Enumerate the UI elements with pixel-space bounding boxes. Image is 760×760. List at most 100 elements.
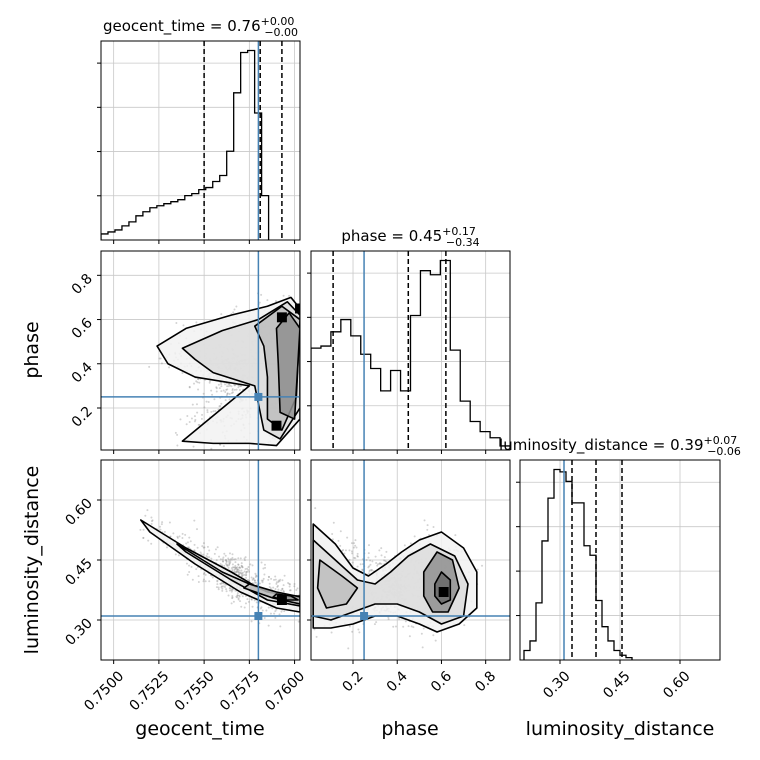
scatter-point (233, 384, 236, 387)
scatter-point (226, 564, 229, 567)
scatter-point (198, 381, 201, 384)
scatter-point (191, 578, 194, 581)
scatter-point (175, 321, 178, 324)
scatter-point (247, 569, 250, 572)
scatter-point (195, 403, 198, 406)
scatter-point (221, 581, 224, 584)
y-axis-label-luminosity_distance: luminosity_distance (21, 466, 43, 655)
x-tick-label: 0.7525 (127, 668, 173, 714)
scatter-point (378, 549, 381, 552)
scatter-point (283, 574, 286, 577)
scatter-point (231, 389, 234, 392)
axes-frame (100, 250, 301, 451)
scatter-point (245, 576, 248, 579)
scatter-point (188, 386, 191, 389)
scatter-point (392, 625, 395, 628)
scatter-point (203, 572, 206, 575)
scatter-point (204, 580, 207, 583)
scatter-point (331, 538, 334, 541)
scatter-point (226, 563, 229, 566)
truth-marker (254, 392, 263, 401)
truth-marker (360, 612, 369, 620)
scatter-point (356, 554, 359, 557)
scatter-point (222, 556, 225, 559)
scatter-point (142, 536, 145, 539)
scatter-point (220, 390, 223, 393)
scatter-point (288, 585, 291, 588)
scatter-point (221, 560, 224, 563)
scatter-point (282, 590, 285, 593)
scatter-point (192, 445, 195, 448)
scatter-point (253, 581, 256, 584)
contour-level (275, 312, 300, 420)
scatter-point (434, 639, 437, 642)
scatter-point (348, 625, 351, 628)
scatter-point (361, 569, 364, 572)
scatter-point (235, 305, 238, 308)
scatter-point (420, 632, 423, 635)
dense-bin (271, 420, 282, 431)
scatter-point (255, 574, 258, 577)
scatter-point (222, 582, 225, 585)
scatter-point (188, 570, 191, 573)
scatter-point (426, 528, 429, 531)
scatter-point (230, 392, 233, 395)
scatter-point (351, 552, 354, 555)
scatter-point (282, 589, 285, 592)
axes-frame (310, 250, 511, 451)
scatter-point (163, 530, 166, 533)
scatter-point (250, 598, 253, 601)
scatter-point (234, 589, 237, 592)
scatter-point (216, 546, 219, 549)
scatter-point (227, 594, 230, 597)
scatter-point (202, 578, 205, 581)
scatter-point (208, 549, 211, 552)
scatter-point (245, 573, 248, 576)
scatter-point (221, 587, 224, 590)
scatter-point (214, 548, 217, 551)
scatter-point (174, 431, 177, 434)
scatter-point (230, 567, 233, 570)
x-tick-label: 0.7575 (217, 668, 263, 714)
scatter-point (241, 574, 244, 577)
scatter-point (226, 388, 229, 391)
scatter-point (357, 628, 360, 631)
scatter-point (367, 572, 370, 575)
scatter-point (353, 556, 356, 559)
scatter-point (235, 567, 238, 570)
scatter-point (273, 578, 276, 581)
scatter-point (241, 571, 244, 574)
scatter-point (159, 525, 162, 528)
contour-level (316, 559, 359, 609)
scatter-point (205, 554, 208, 557)
scatter-point (367, 556, 370, 559)
scatter-point (230, 558, 233, 561)
scatter-point (421, 646, 424, 649)
scatter-point (211, 393, 214, 396)
scatter-point (351, 630, 354, 633)
scatter-point (260, 561, 263, 564)
scatter-point (219, 562, 222, 565)
scatter-point (237, 568, 240, 571)
scatter-point (258, 301, 261, 304)
scatter-point (231, 387, 234, 390)
scatter-point (181, 536, 184, 539)
scatter-point (230, 589, 233, 592)
x-axis-label-luminosity_distance: luminosity_distance (526, 718, 715, 740)
scatter-point (287, 581, 290, 584)
scatter-point (412, 626, 415, 629)
scatter-point (197, 423, 200, 426)
scatter-point (210, 557, 213, 560)
scatter-point (253, 579, 256, 582)
scatter-point (150, 522, 153, 525)
scatter-point (158, 357, 161, 360)
scatter-point (376, 564, 379, 567)
scatter-point (202, 572, 205, 575)
scatter-point (244, 602, 247, 605)
scatter-point (279, 578, 282, 581)
scatter-point (220, 582, 223, 585)
scatter-point (226, 385, 229, 388)
scatter-point (234, 561, 237, 564)
scatter-point (269, 612, 272, 615)
